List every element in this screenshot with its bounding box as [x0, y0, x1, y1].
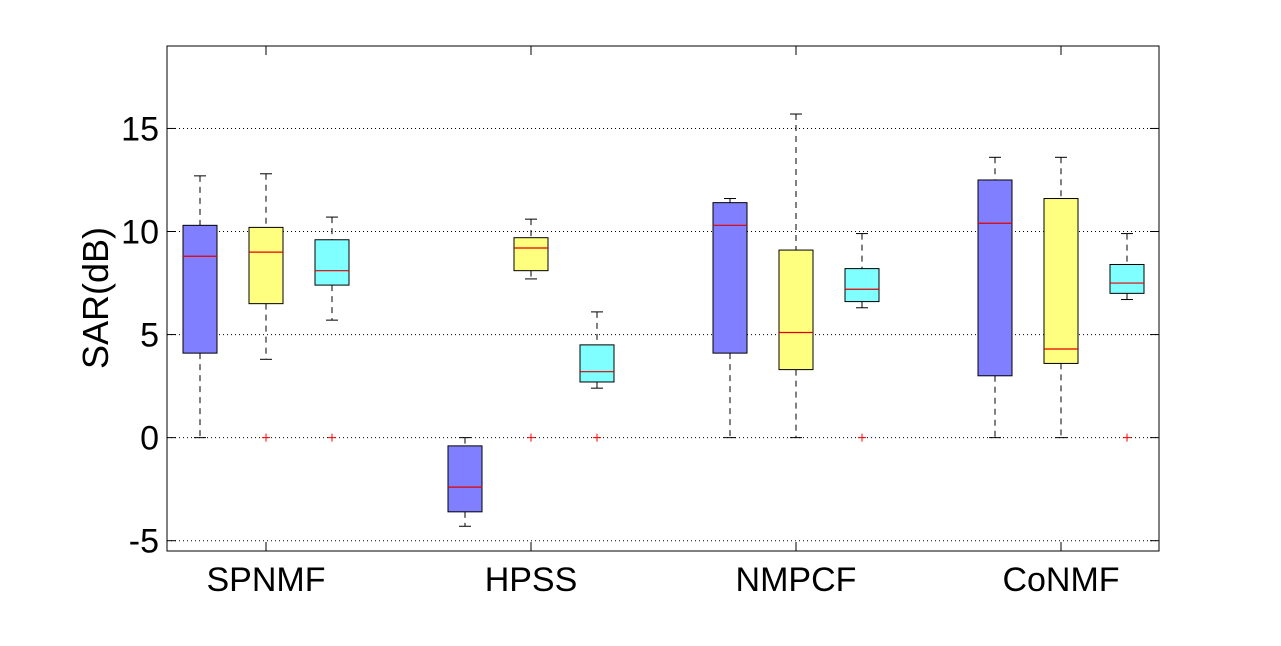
box-item: [977, 156, 1013, 439]
box-item: [844, 233, 880, 442]
grid-layer: [167, 127, 1159, 542]
box-body: [1109, 263, 1145, 294]
box-item: [1043, 156, 1079, 439]
box-body: [182, 224, 218, 354]
box-body: [248, 226, 284, 305]
box-item: [778, 113, 814, 439]
box-item: [712, 198, 748, 439]
y-tick-label: 10: [121, 214, 159, 252]
box-item: [579, 311, 615, 442]
axis-layer: -5 0 5 10 15 SPNMF HPSS NMPCF CoNMF: [121, 46, 1159, 599]
x-tick-label: NMPCF: [736, 561, 857, 599]
box-item: [314, 216, 350, 442]
y-tick-label: -5: [129, 523, 159, 561]
box-body: [712, 202, 748, 354]
box-item: [513, 218, 549, 442]
x-tick-label: SPNMF: [207, 561, 326, 599]
box-item: [1109, 233, 1145, 442]
box-item: [447, 437, 483, 527]
box-body: [1043, 198, 1079, 364]
box-item: [182, 175, 218, 439]
box-body: [447, 445, 483, 513]
y-axis-label: SAR(dB): [75, 227, 116, 369]
y-tick-label: 5: [140, 317, 159, 355]
y-tick-label: 0: [140, 420, 159, 458]
box-item: [248, 173, 284, 442]
box-body: [513, 237, 549, 272]
box-body: [579, 344, 615, 383]
box-body: [778, 249, 814, 371]
box-body: [977, 179, 1013, 377]
x-tick-label: HPSS: [485, 561, 578, 599]
x-tick-label: CoNMF: [1002, 561, 1119, 599]
box-layer: [182, 113, 1145, 527]
y-tick-label: 15: [121, 110, 159, 148]
box-body: [314, 239, 350, 286]
box-body: [844, 268, 880, 303]
plot-frame: [166, 45, 1160, 552]
